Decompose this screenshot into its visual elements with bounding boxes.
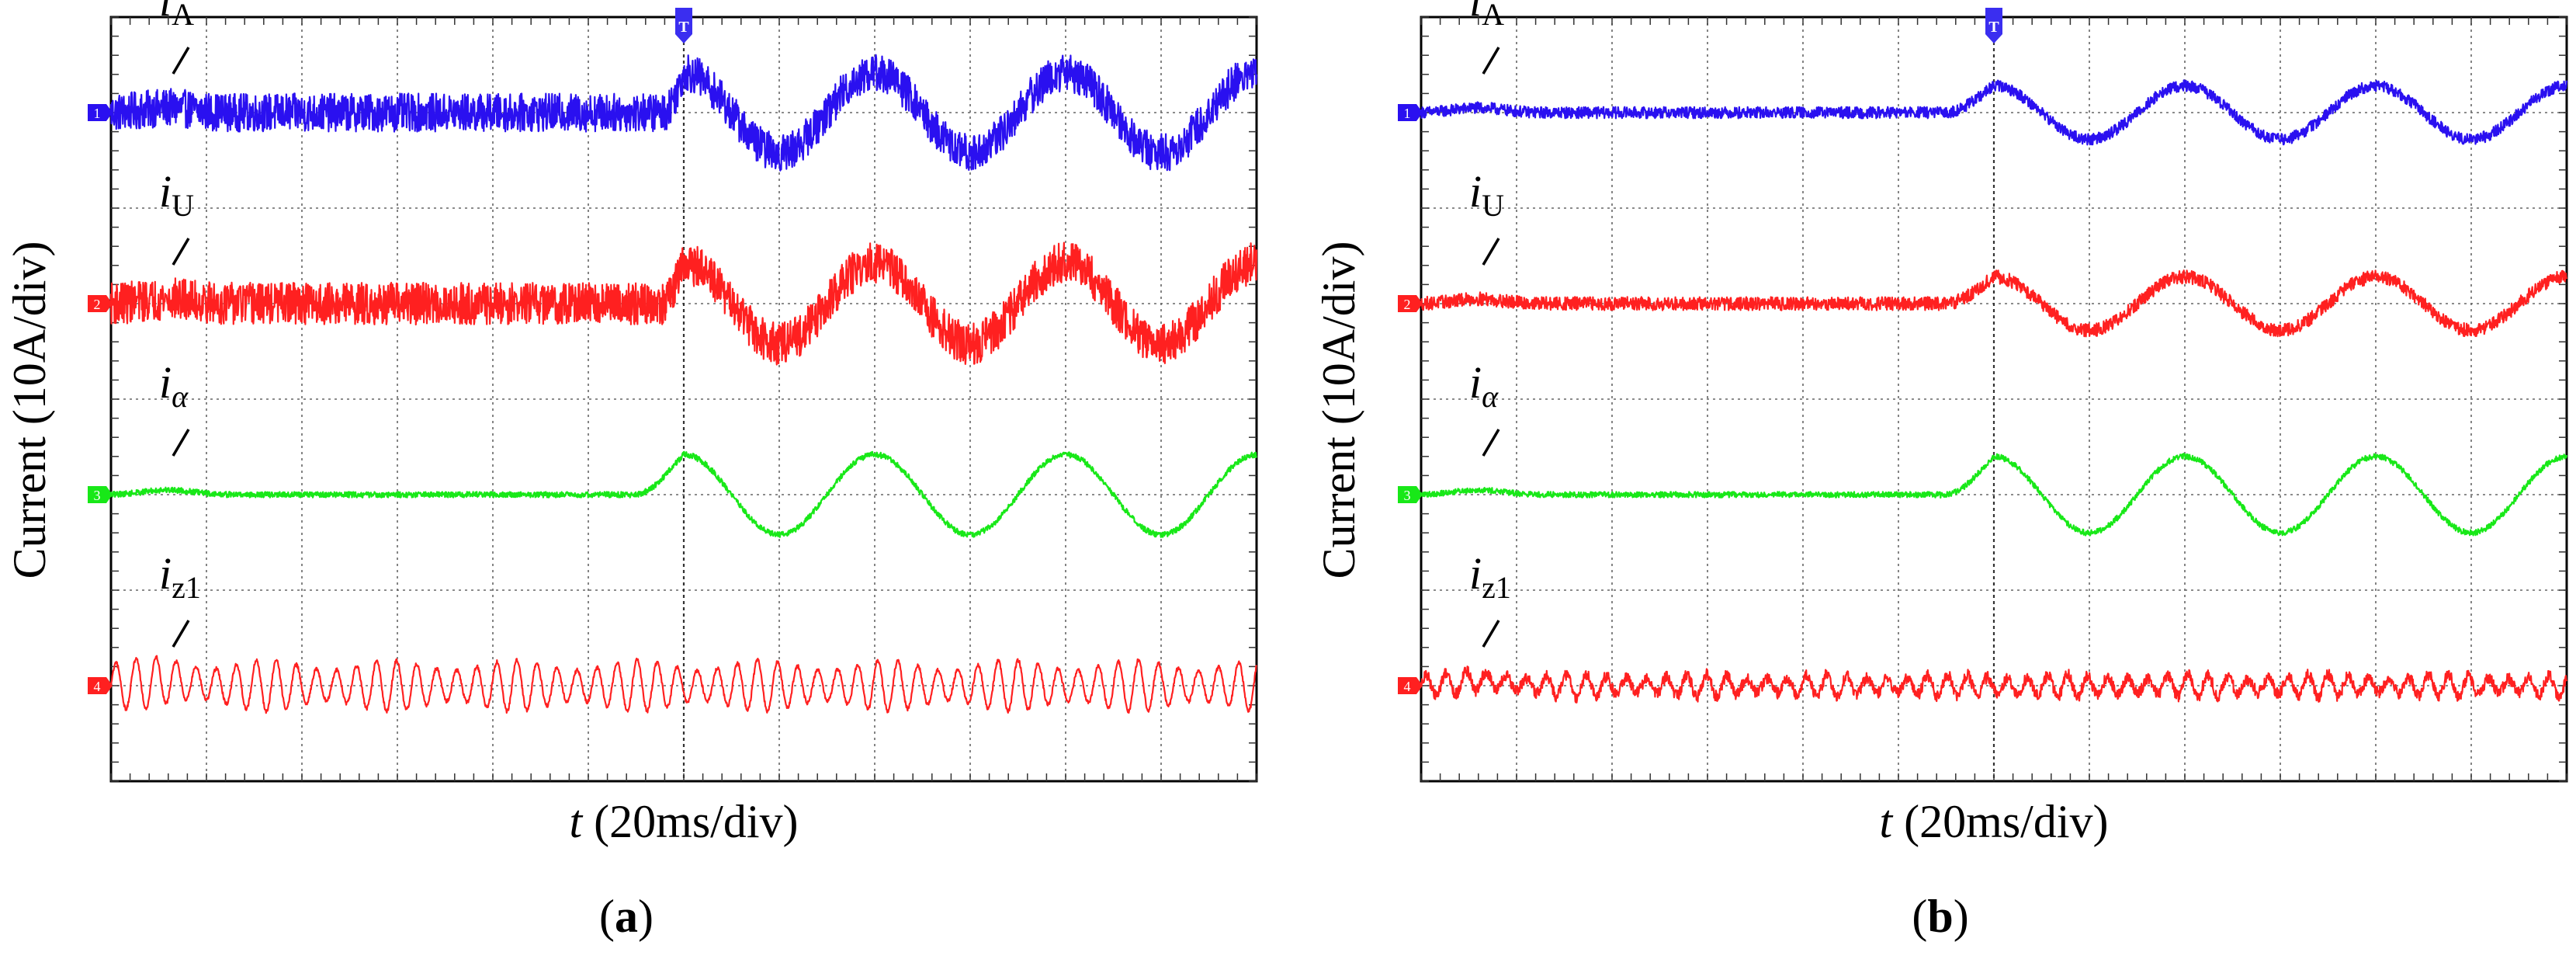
trace-iU xyxy=(1420,269,2568,338)
channel-marker-3: 3 xyxy=(1398,486,1423,503)
trace-iU xyxy=(109,242,1258,366)
channel-marker-number: 1 xyxy=(94,106,101,121)
trace-label-ialpha: iα xyxy=(159,357,189,414)
channel-marker-arrow-icon xyxy=(1416,677,1423,694)
trace-label-subscript: A xyxy=(172,0,194,32)
panel-label: (a) xyxy=(599,891,654,942)
trace-label-subscript: U xyxy=(1482,188,1504,223)
trace-label-leader xyxy=(172,47,190,75)
channel-marker-arrow-icon xyxy=(106,677,113,694)
trace-label-base: i xyxy=(1469,0,1482,26)
trace-label-subscript: z1 xyxy=(1482,570,1511,605)
trace-label-leader xyxy=(172,238,190,266)
y-axis-label: Current (10A/div) xyxy=(4,242,55,579)
trace-ialpha xyxy=(1420,453,2568,537)
trace-label-iz1: iz1 xyxy=(1469,548,1511,605)
channel-marker-box xyxy=(88,486,106,503)
trace-label-iz1: iz1 xyxy=(159,548,201,605)
trace-label-base: i xyxy=(159,548,172,599)
channel-marker-3: 3 xyxy=(88,486,113,503)
channel-marker-arrow-icon xyxy=(1416,486,1423,503)
channel-marker-4: 4 xyxy=(1398,677,1423,694)
y-axis-label: Current (10A/div) xyxy=(1313,242,1364,579)
channel-marker-box xyxy=(1398,295,1416,312)
trigger-marker-icon xyxy=(675,8,692,43)
trace-iz1 xyxy=(109,655,1258,714)
channel-marker-number: 1 xyxy=(1404,106,1411,121)
trace-label-subscript: A xyxy=(1482,0,1504,32)
channel-marker-number: 3 xyxy=(1404,488,1411,503)
x-axis-label: t (20ms/div) xyxy=(1880,796,2109,847)
trace-label-iA: iA xyxy=(159,0,194,32)
channel-marker-number: 2 xyxy=(1404,297,1411,312)
trace-label-iU: iU xyxy=(159,166,194,223)
channel-marker-box xyxy=(1398,677,1416,694)
trace-label-subscript: z1 xyxy=(172,570,201,605)
trace-label-leader xyxy=(1482,429,1500,457)
channel-marker-1: 1 xyxy=(1398,104,1423,121)
trace-label-iA: iA xyxy=(1469,0,1504,32)
channel-marker-number: 4 xyxy=(1404,679,1411,694)
trace-label-leader xyxy=(1482,620,1500,648)
trace-label-iU: iU xyxy=(1469,166,1504,223)
trace-label-base: i xyxy=(1469,166,1482,217)
x-axis-var: t xyxy=(1880,796,1894,847)
channel-marker-arrow-icon xyxy=(1416,295,1423,312)
channel-marker-2: 2 xyxy=(88,295,113,312)
x-axis-var: t xyxy=(570,796,584,847)
graticule: T xyxy=(110,8,1257,782)
trace-label-leader xyxy=(1482,238,1500,266)
panel-label: (b) xyxy=(1912,891,1968,942)
channel-marker-arrow-icon xyxy=(1416,104,1423,121)
trace-iA xyxy=(109,54,1258,172)
trace-iA xyxy=(1420,79,2568,146)
channel-marker-box xyxy=(1398,486,1416,503)
trace-label-base: i xyxy=(1469,357,1482,408)
trace-label-leader xyxy=(1482,47,1500,75)
trace-label-base: i xyxy=(1469,548,1482,599)
channel-marker-number: 3 xyxy=(94,488,101,503)
trace-label-base: i xyxy=(159,166,172,217)
trace-label-ialpha: iα xyxy=(1469,357,1499,414)
trigger-marker-label: T xyxy=(1988,19,1999,36)
channel-marker-arrow-icon xyxy=(106,486,113,503)
trace-label-leader xyxy=(172,620,190,648)
trace-label-subscript: α xyxy=(172,379,189,414)
x-axis-unit: (20ms/div) xyxy=(582,796,798,847)
trace-ialpha xyxy=(110,450,1257,538)
x-axis-unit: (20ms/div) xyxy=(1892,796,2108,847)
trace-label-base: i xyxy=(159,357,172,408)
trace-label-base: i xyxy=(159,0,172,26)
channel-marker-arrow-icon xyxy=(106,295,113,312)
channel-marker-box xyxy=(88,104,106,121)
channel-marker-number: 2 xyxy=(94,297,101,312)
traces xyxy=(1420,79,2568,704)
channel-marker-arrow-icon xyxy=(106,104,113,121)
trace-label-subscript: α xyxy=(1482,379,1499,414)
channel-marker-1: 1 xyxy=(88,104,113,121)
channel-marker-box xyxy=(1398,104,1416,121)
channel-marker-box xyxy=(88,677,106,694)
trigger-marker-label: T xyxy=(678,19,689,36)
trace-label-subscript: U xyxy=(172,188,194,223)
traces xyxy=(109,54,1258,714)
trigger-marker-icon xyxy=(1985,8,2002,43)
trace-iz1 xyxy=(1420,665,2567,704)
trace-label-leader xyxy=(172,429,190,457)
channel-marker-number: 4 xyxy=(94,679,101,694)
channel-marker-2: 2 xyxy=(1398,295,1423,312)
channel-marker-4: 4 xyxy=(88,677,113,694)
x-axis-label: t (20ms/div) xyxy=(570,796,799,847)
channel-marker-box xyxy=(88,295,106,312)
